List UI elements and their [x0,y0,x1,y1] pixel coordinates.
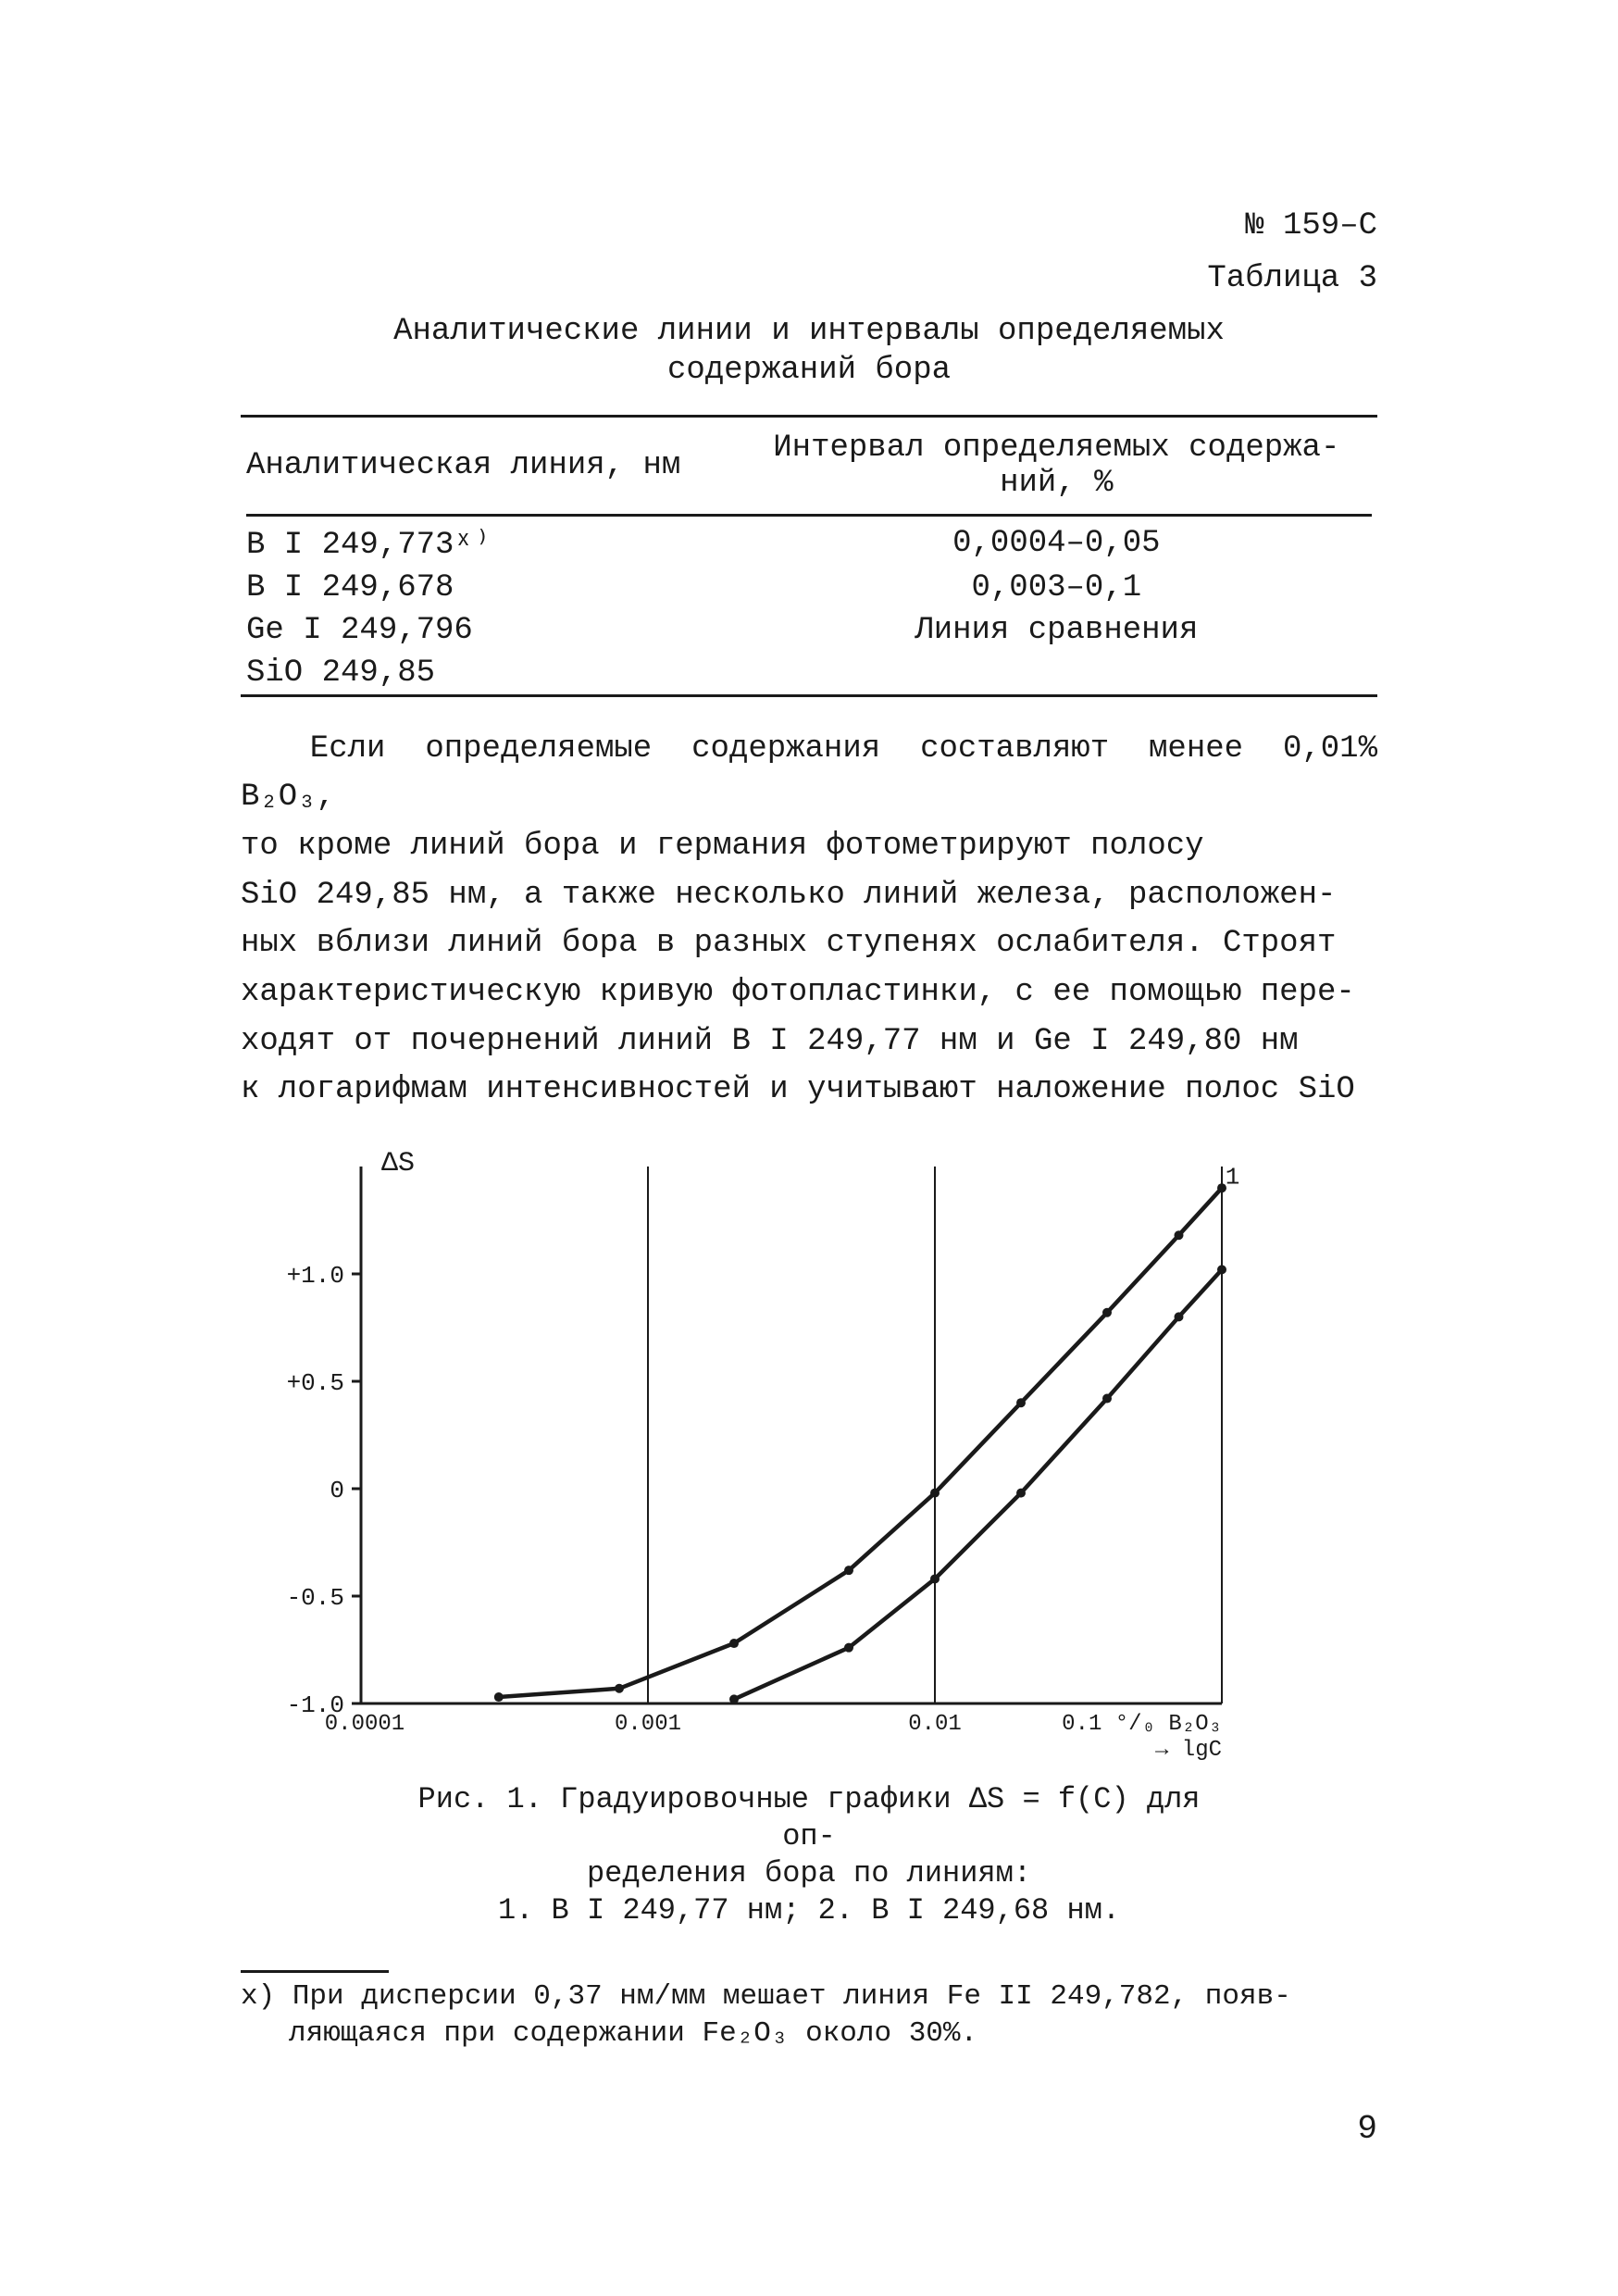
svg-text:-0.5: -0.5 [287,1584,344,1612]
table-rule-mid [246,514,1372,517]
body-line: то кроме линий бора и германия фотометри… [241,829,1204,864]
body-line: ных вблизи линий бора в разных ступенях … [241,926,1336,961]
caption-line: Рис. 1. Градуировочные графики ΔS = f(C)… [418,1782,1201,1853]
body-line: Если определяемые содержания составляют … [241,731,1377,816]
caption-line: ределения бора по линиям: [587,1856,1031,1890]
body-line: SiO 249,85 нм, а также несколько линий ж… [241,878,1336,913]
svg-text:1: 1 [1226,1164,1240,1192]
col2-header-line: ний, % [1000,466,1113,501]
body-line: ходят от почернений линий B I 249,77 нм … [241,1024,1299,1059]
chart-svg: -1.0-0.50+0.5+1.0ΔS0.00010.0010.010.1 °/… [241,1139,1240,1768]
figure-caption: Рис. 1. Градуировочные графики ΔS = f(C)… [392,1781,1226,1929]
table-title: Аналитические линии и интервалы определя… [241,312,1377,391]
table-row: Ge I 249,796 Линия сравнения [241,609,1377,652]
doc-number: № 159–С [241,204,1377,249]
svg-text:+0.5: +0.5 [287,1369,344,1397]
svg-text:0.1 °/₀ B₂O₃: 0.1 °/₀ B₂O₃ [1062,1712,1222,1737]
table-row: B I 249,773ˣ⁾ 0,0004–0,05 [241,520,1377,567]
page: № 159–С Таблица 3 Аналитические линии и … [0,0,1618,2296]
table-title-line: Аналитические линии и интервалы определя… [393,314,1225,349]
table-title-line: содержаний бора [667,353,951,388]
svg-text:ΔS: ΔS [381,1148,415,1179]
svg-text:0: 0 [330,1477,344,1504]
table-rule-bottom [241,694,1377,697]
line-cell: SiO 249,85 [241,652,736,694]
footnote-marker: x) [241,1980,275,2013]
footnote-rule [241,1970,389,1973]
line-cell: Ge I 249,796 [241,609,736,652]
range-cell: 0,0004–0,05 [736,520,1377,567]
table-row: B I 249,678 0,003–0,1 [241,567,1377,609]
svg-text:+1.0: +1.0 [287,1262,344,1290]
table-label: Таблица 3 [241,256,1377,302]
caption-line: 1. B I 249,77 нм; 2. B I 249,68 нм. [498,1893,1120,1928]
svg-text:→ lgC: → lgC [1155,1738,1222,1763]
range-cell [736,652,1377,694]
footnote-line: При дисперсии 0,37 нм/мм мешает линия Fe… [292,1980,1291,2013]
svg-text:0.01: 0.01 [908,1712,962,1737]
footnote-line: ляющаяся при содержании Fe₂O₃ около 30%. [289,2017,977,2050]
line-cell: B I 249,773ˣ⁾ [241,520,736,567]
body-line: характеристическую кривую фотопластинки,… [241,975,1355,1010]
range-cell: Линия сравнения [736,609,1377,652]
svg-text:0.001: 0.001 [615,1712,681,1737]
col1-header: Аналитическая линия, нм [241,418,736,510]
body-line: к логарифмам интенсивностей и учитывают … [241,1072,1355,1107]
col2-header: Интервал определяемых содержа- ний, % [736,418,1377,510]
line-cell: B I 249,678 [241,567,736,609]
table-row: SiO 249,85 [241,652,1377,694]
calibration-chart: -1.0-0.50+0.5+1.0ΔS0.00010.0010.010.1 °/… [241,1139,1377,1929]
body-paragraph: Если определяемые содержания составляют … [241,725,1377,1116]
footnote: x) При дисперсии 0,37 нм/мм мешает линия… [241,1978,1377,2052]
range-cell: 0,003–0,1 [736,567,1377,609]
page-number: 9 [1357,2110,1377,2148]
svg-text:0.0001: 0.0001 [325,1712,404,1737]
col2-header-line: Интервал определяемых содержа- [773,430,1339,466]
spectral-lines-table: Аналитическая линия, нм Интервал определ… [241,418,1377,694]
